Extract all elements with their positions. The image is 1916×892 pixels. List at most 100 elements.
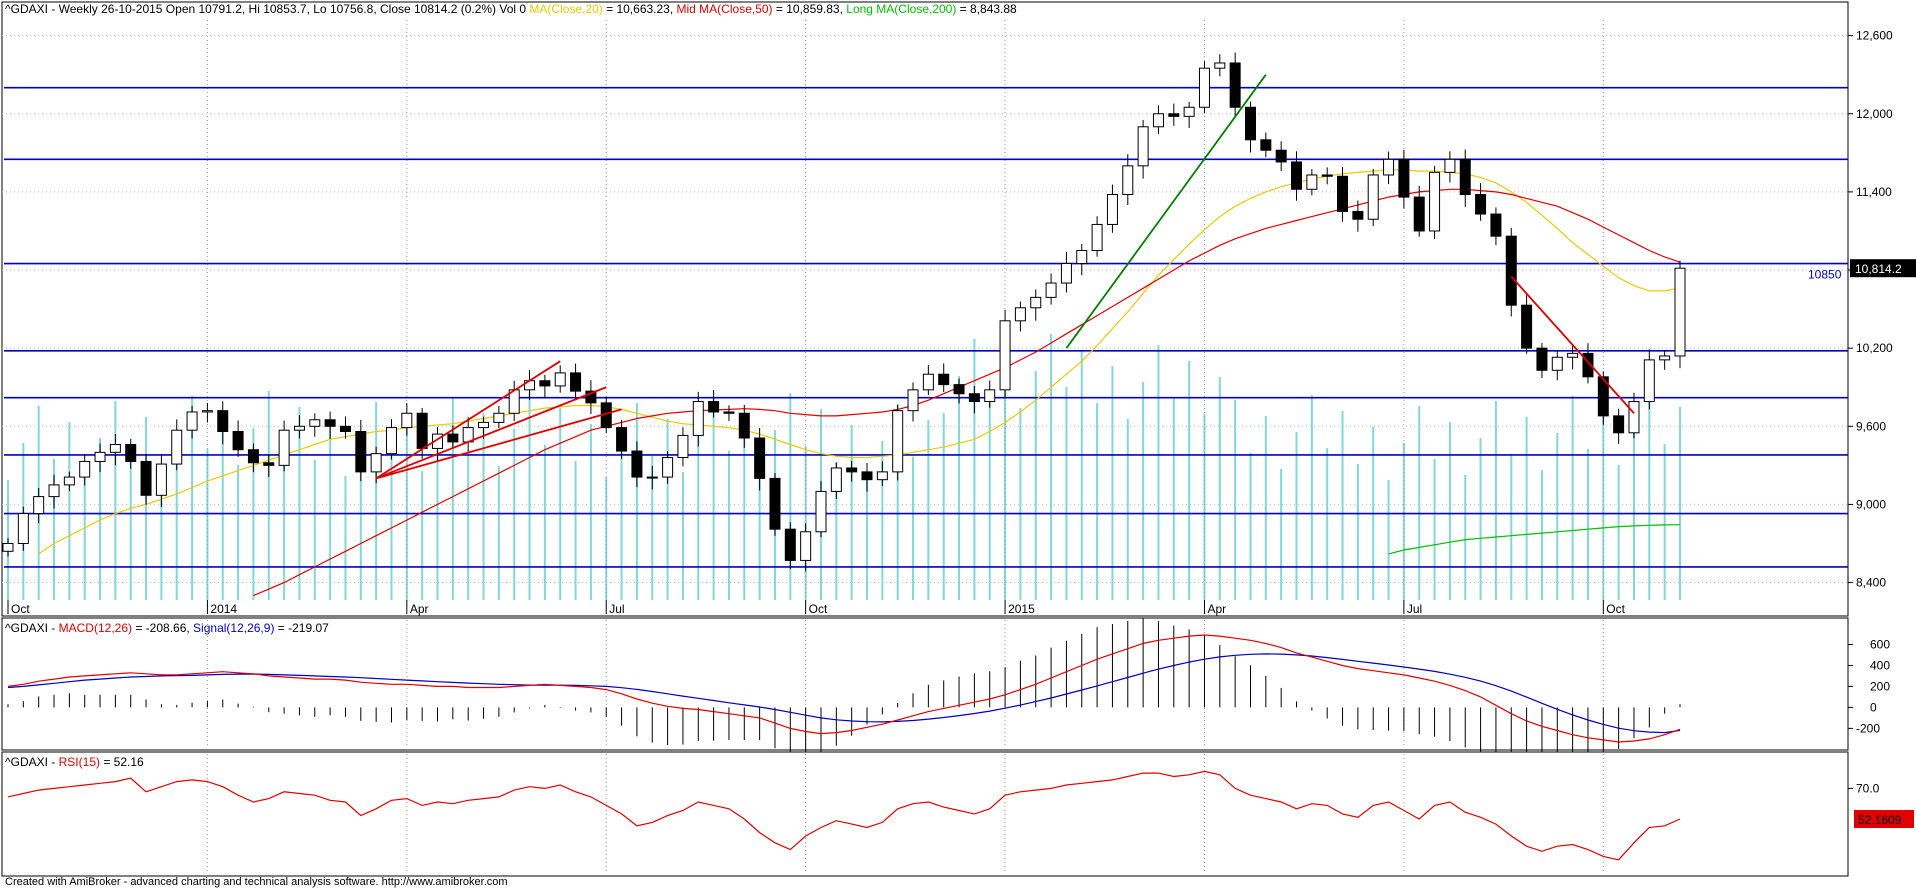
candle-down [1505, 235, 1517, 306]
rsi-panel-frame [1, 751, 1849, 877]
last-price-badge [1850, 259, 1916, 278]
support-resistance-levels [4, 86, 1848, 568]
y-tick-label: 12,600 [1856, 29, 1893, 43]
macd-axis: 600 400 200 0 -200 [1848, 637, 1890, 735]
candle-up [493, 412, 505, 423]
title-part-2: = 10,663.23, [603, 2, 677, 16]
macd-y-tick-label: 200 [1870, 679, 1890, 693]
rsi-panel: 70.0 52.1609 ^GDAXI - RSI(15) = 52.16 [1, 751, 1914, 877]
candle-up [1551, 356, 1563, 371]
candle-down [1291, 161, 1303, 190]
candle-up [662, 457, 674, 478]
price-panel-title: ^GDAXI - Weekly 26-10-2015 Open 10791.2,… [5, 2, 1017, 16]
candle-up [984, 389, 996, 403]
y-tick-label: 9,600 [1856, 419, 1886, 433]
trendlines [375, 74, 1635, 480]
trendline [375, 408, 622, 480]
candle-down [232, 431, 244, 451]
rsi-panel-title: ^GDAXI - RSI(15) = 52.16 [5, 755, 144, 769]
x-tick-label: Apr [410, 602, 429, 616]
title-part-2: = 52.16 [100, 755, 144, 769]
candle-down [784, 528, 796, 561]
title-part-4: = 10,859.83, [773, 2, 847, 16]
candle-down [1352, 210, 1364, 220]
candle-up [922, 373, 934, 391]
candle-down [1260, 139, 1272, 151]
macd-y-tick-label: -200 [1856, 721, 1880, 735]
candle-down [1459, 158, 1471, 195]
candle-down [631, 450, 643, 478]
title-part-0: ^GDAXI - [5, 755, 59, 769]
candle-up [815, 490, 827, 533]
candle-up [1643, 359, 1655, 403]
candle-down [1275, 149, 1287, 163]
candle-down [769, 477, 781, 530]
candle-down [339, 425, 351, 433]
candle-up [48, 484, 60, 498]
candle-up [432, 433, 444, 449]
candle-up [1106, 193, 1118, 225]
rsi-grid [206, 754, 1604, 874]
candle-up [1674, 267, 1686, 357]
rsi-y-tick-label: 70.0 [1856, 781, 1880, 795]
x-tick-label: Oct [11, 602, 30, 616]
level-label: 10850 [1808, 268, 1842, 282]
candle-down [723, 411, 735, 414]
volume-bars [7, 334, 1681, 600]
rsi-last-badge [1854, 810, 1914, 828]
title-part-4: = -219.07 [274, 621, 329, 635]
candle-up [109, 444, 121, 453]
title-part-3: Signal(12,26,9) [193, 621, 274, 635]
y-tick-label: 8,400 [1856, 576, 1886, 590]
candle-down [217, 410, 229, 433]
trendline [375, 360, 561, 480]
candle-down [938, 373, 950, 386]
candle-down [754, 437, 766, 479]
candle-up [677, 434, 689, 459]
candle-down [616, 427, 628, 452]
candle-up [401, 412, 413, 429]
x-tick-label: Oct [809, 602, 828, 616]
candle-down [1597, 376, 1609, 417]
x-tick-label: Oct [1606, 602, 1625, 616]
candle-up [1659, 355, 1671, 361]
y-tick-label: 11,400 [1856, 185, 1892, 199]
candle-up [1122, 165, 1134, 195]
candle-down [1413, 196, 1425, 232]
candle-up [907, 389, 919, 412]
candle-up [278, 429, 290, 466]
candle-down [324, 419, 336, 427]
candle-down [738, 412, 750, 439]
x-tick-label: Jul [609, 602, 624, 616]
candle-down [708, 401, 720, 413]
candle-up [1383, 158, 1395, 176]
title-part-6: = 8,843.88 [956, 2, 1017, 16]
title-part-0: ^GDAXI - [5, 621, 59, 635]
price-panel-frame [1, 1, 1849, 617]
candle-up [1045, 282, 1057, 298]
title-part-5: Long MA(Close,200) [846, 2, 956, 16]
candle-down [570, 372, 582, 392]
candle-up [2, 542, 14, 552]
macd-lines [7, 634, 1681, 743]
rsi-line [7, 770, 1681, 861]
macd-y-tick-label: 400 [1870, 658, 1890, 672]
title-part-1: MA(Close,20) [529, 2, 602, 16]
price-axis: 12,60012,00011,40010,80010,2009,6009,000… [7, 29, 1916, 616]
candle-up [892, 410, 904, 473]
x-tick-label: Apr [1207, 602, 1226, 616]
candle-up [385, 427, 397, 455]
title-part-1: RSI(15) [59, 755, 100, 769]
candle-down [1475, 193, 1487, 215]
price-grid [2, 20, 1848, 606]
candle-up [999, 320, 1011, 391]
title-part-0: ^GDAXI - Weekly 26-10-2015 Open 10791.2,… [5, 2, 529, 16]
candle-up [79, 460, 91, 478]
candle-up [1306, 174, 1318, 190]
macd-panel-frame [1, 617, 1849, 751]
candle-up [646, 476, 658, 479]
candle-down [1244, 106, 1256, 141]
candle-up [33, 496, 45, 515]
candle-down [1521, 304, 1533, 349]
